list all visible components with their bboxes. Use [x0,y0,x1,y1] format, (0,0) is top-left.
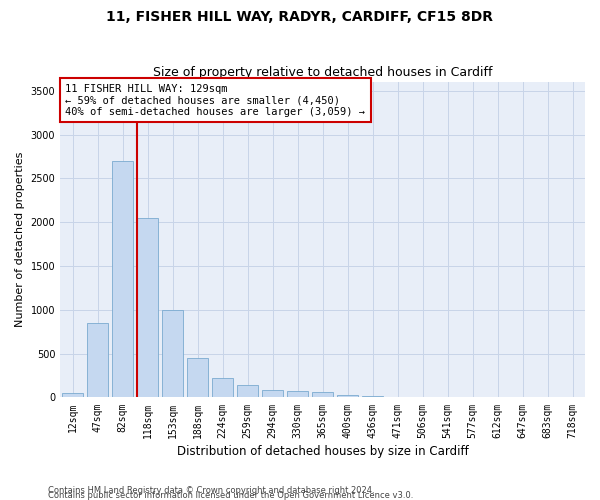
X-axis label: Distribution of detached houses by size in Cardiff: Distribution of detached houses by size … [177,444,469,458]
Bar [362,396,383,398]
Y-axis label: Number of detached properties: Number of detached properties [15,152,25,328]
Bar [237,385,258,398]
Bar [262,390,283,398]
Bar [62,393,83,398]
Bar [387,396,408,398]
Bar [162,310,183,398]
Text: 11 FISHER HILL WAY: 129sqm
← 59% of detached houses are smaller (4,450)
40% of s: 11 FISHER HILL WAY: 129sqm ← 59% of deta… [65,84,365,117]
Bar [287,392,308,398]
Bar [112,161,133,398]
Bar [212,378,233,398]
Title: Size of property relative to detached houses in Cardiff: Size of property relative to detached ho… [153,66,493,80]
Bar [87,323,108,398]
Text: Contains HM Land Registry data © Crown copyright and database right 2024.: Contains HM Land Registry data © Crown c… [48,486,374,495]
Text: Contains public sector information licensed under the Open Government Licence v3: Contains public sector information licen… [48,491,413,500]
Text: 11, FISHER HILL WAY, RADYR, CARDIFF, CF15 8DR: 11, FISHER HILL WAY, RADYR, CARDIFF, CF1… [107,10,493,24]
Bar [337,395,358,398]
Bar [187,358,208,398]
Bar [137,218,158,398]
Bar [312,392,333,398]
